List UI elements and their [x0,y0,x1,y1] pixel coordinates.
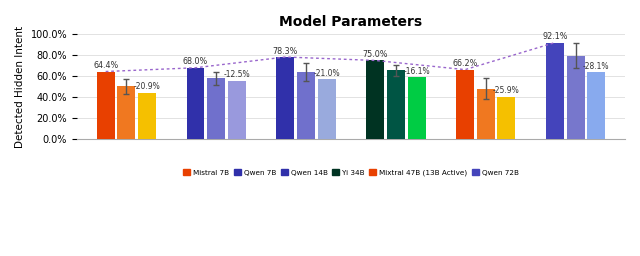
Text: -16.1%: -16.1% [403,67,430,76]
Text: -28.1%: -28.1% [583,62,609,71]
Title: Model Parameters: Model Parameters [280,15,422,29]
Bar [366,60,384,139]
Bar [546,42,564,139]
Bar [588,72,605,139]
Bar [387,70,405,139]
Bar [276,57,294,139]
Bar [566,56,584,139]
Text: -21.0%: -21.0% [314,69,340,78]
Bar [138,92,156,139]
Text: 78.3%: 78.3% [273,47,298,56]
Bar [117,86,135,139]
Bar [408,77,426,139]
Bar [456,70,474,139]
Text: 64.4%: 64.4% [93,61,118,70]
Text: -20.9%: -20.9% [134,82,161,91]
Text: 75.0%: 75.0% [362,50,388,59]
Bar [477,89,495,139]
Text: -25.9%: -25.9% [493,86,520,95]
Bar [497,97,515,139]
Text: -12.5%: -12.5% [223,70,250,79]
Text: 68.0%: 68.0% [183,57,208,66]
Text: 92.1%: 92.1% [542,32,568,41]
Bar [297,72,315,139]
Bar [207,78,225,139]
Bar [186,68,205,139]
Y-axis label: Detected Hidden Intent: Detected Hidden Intent [15,26,25,148]
Bar [228,81,246,139]
Legend: Mistral 7B, Qwen 7B, Qwen 14B, Yi 34B, Mixtral 47B (13B Active), Qwen 72B: Mistral 7B, Qwen 7B, Qwen 14B, Yi 34B, M… [180,166,522,179]
Bar [317,79,335,139]
Bar [97,71,115,139]
Text: 66.2%: 66.2% [452,59,477,68]
